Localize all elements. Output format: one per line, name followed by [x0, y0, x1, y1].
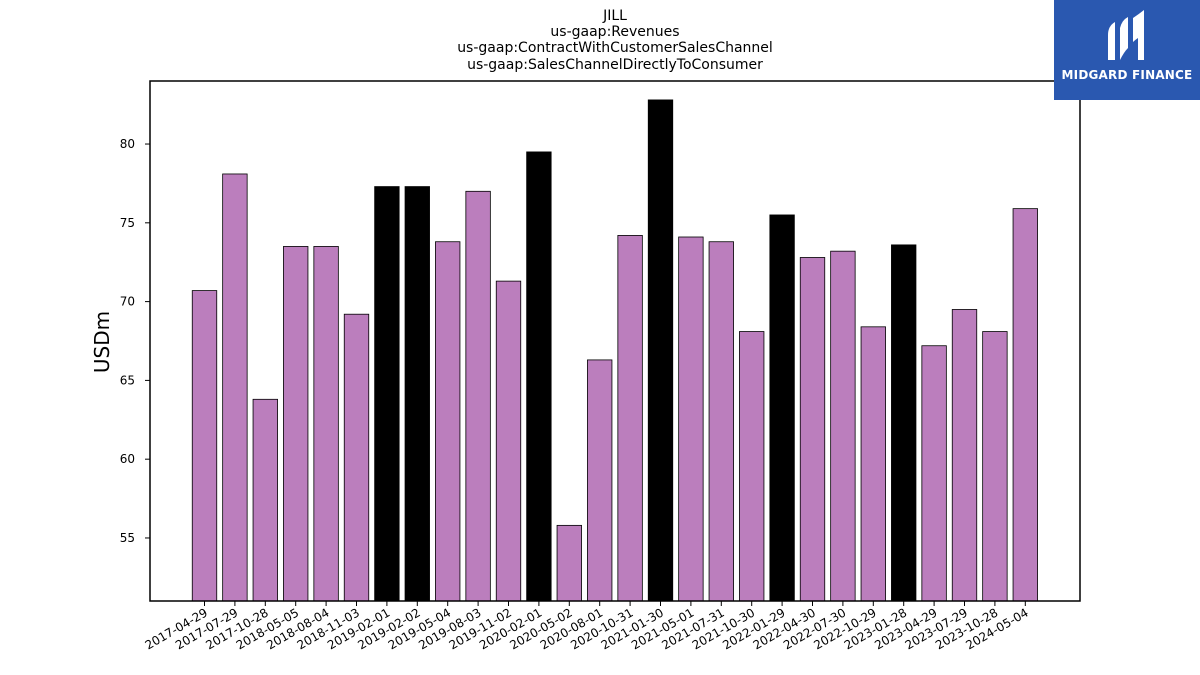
title-line-3: us-gaap:ContractWithCustomerSalesChannel [457, 40, 773, 56]
y-tick-label: 75 [120, 216, 135, 230]
plot-frame [149, 80, 1081, 602]
bar-2023-01-28 [891, 244, 917, 602]
bars-group [191, 99, 1038, 602]
bar-2023-07-29 [951, 309, 978, 602]
y-tick-label: 55 [120, 531, 135, 545]
midgard-finance-logo: MIDGARD FINANCE [1054, 0, 1200, 100]
bar-2019-02-01 [374, 186, 400, 602]
x-axis-ticks: 2017-04-292017-07-292017-10-282018-05-05… [143, 601, 1031, 652]
y-tick-label: 60 [120, 452, 135, 466]
bar-2022-07-30 [830, 250, 856, 602]
y-tick-label: 70 [120, 295, 135, 309]
midgard-logo-icon [1108, 10, 1144, 60]
bar-2022-10-29 [860, 326, 886, 602]
bar-2023-10-28 [982, 331, 1008, 602]
y-axis-ticks: 55 60 65 70 75 80 [120, 137, 150, 545]
bar-2021-07-31 [708, 241, 734, 602]
bar-2018-08-04 [313, 246, 339, 602]
bar-2019-02-02 [404, 186, 430, 602]
bar-2024-05-04 [1012, 208, 1038, 602]
bar-2019-05-04 [435, 241, 461, 602]
logo-text: MIDGARD FINANCE [1061, 68, 1193, 82]
bar-2017-04-29 [191, 290, 218, 602]
bar-2020-02-01 [526, 151, 552, 602]
bar-2017-07-29 [222, 173, 248, 602]
bar-2021-10-30 [739, 331, 765, 602]
bar-2021-05-01 [678, 236, 704, 602]
bar-2023-04-29 [921, 345, 947, 602]
bar-2020-05-02 [556, 524, 582, 602]
bar-2022-01-29 [769, 214, 795, 602]
chart-title: JILL us-gaap:Revenues us-gaap:ContractWi… [457, 8, 773, 73]
y-tick-label: 80 [120, 137, 135, 151]
y-tick-label: 65 [120, 373, 135, 387]
bar-2021-01-30 [647, 99, 674, 602]
bar-2020-08-01 [587, 359, 613, 602]
bar-2019-08-03 [465, 190, 491, 602]
bar-2018-11-03 [343, 313, 370, 602]
bar-2019-11-02 [495, 280, 522, 602]
bar-2018-05-05 [283, 246, 309, 602]
title-line-2: us-gaap:Revenues [550, 24, 679, 40]
y-axis-label: USDm [90, 311, 114, 373]
bar-2017-10-28 [252, 398, 278, 602]
bar-2022-04-30 [799, 257, 826, 602]
bar-2020-10-31 [617, 235, 643, 602]
title-line-4: us-gaap:SalesChannelDirectlyToConsumer [467, 57, 763, 73]
title-line-1: JILL [602, 8, 627, 24]
